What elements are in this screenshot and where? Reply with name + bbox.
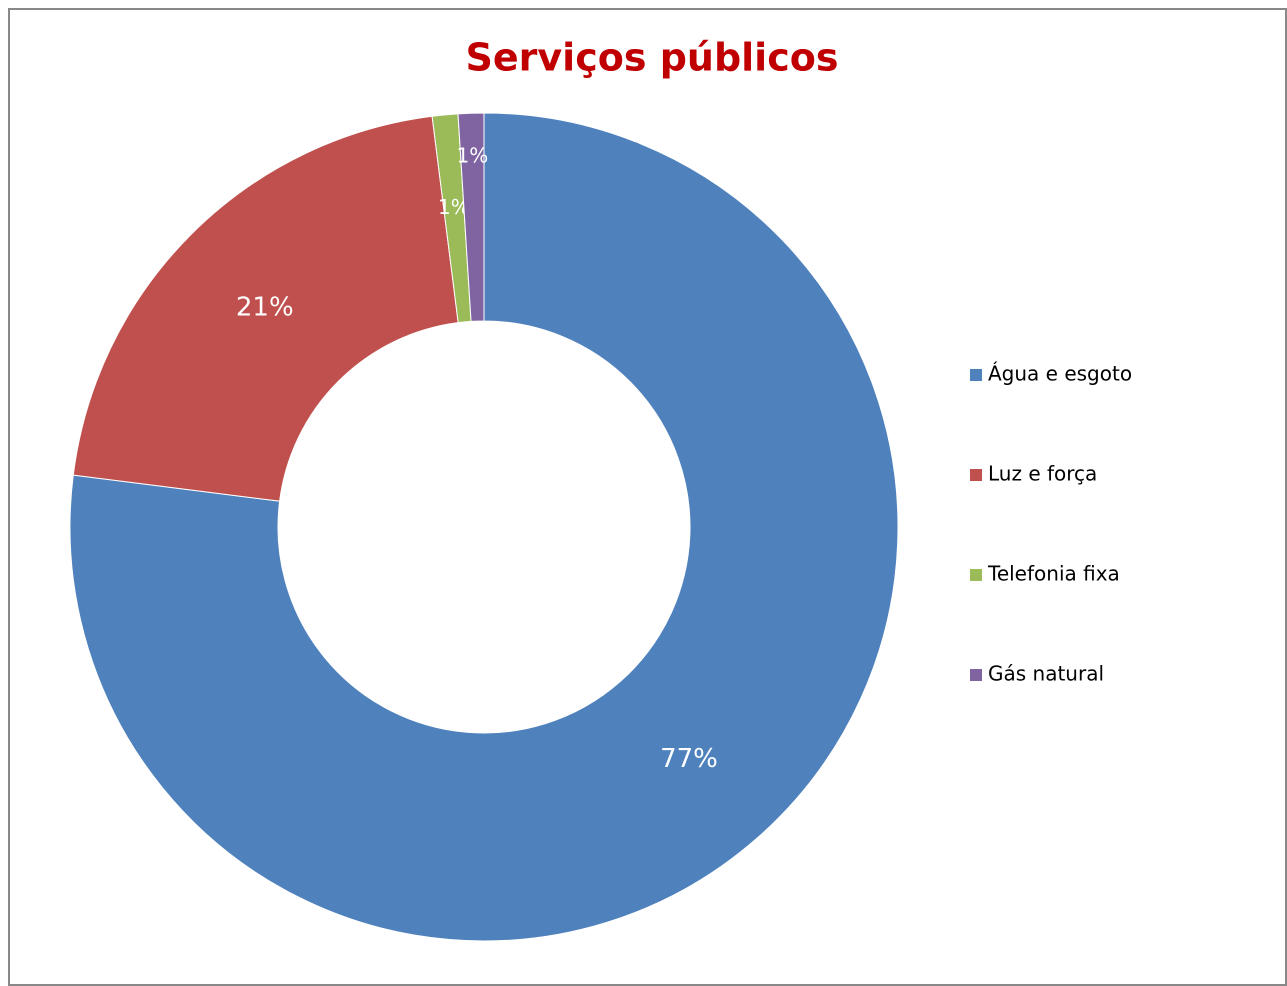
legend-swatch: [970, 469, 982, 481]
donut-slice: [72, 115, 459, 502]
legend-swatch: [970, 669, 982, 681]
legend-label: Gás natural: [988, 662, 1104, 686]
legend-label: Água e esgoto: [988, 362, 1132, 386]
legend-label: Telefonia fixa: [987, 562, 1120, 586]
donut-slice: [457, 112, 485, 322]
legend-label: Luz e força: [988, 462, 1097, 486]
legend-swatch: [970, 369, 982, 381]
data-label: 77%: [660, 744, 718, 774]
chart-title: Serviços públicos: [466, 36, 839, 80]
data-label: 21%: [236, 292, 294, 322]
donut-slice: [69, 112, 899, 942]
data-label: 1%: [457, 144, 489, 168]
legend-swatch: [970, 569, 982, 581]
